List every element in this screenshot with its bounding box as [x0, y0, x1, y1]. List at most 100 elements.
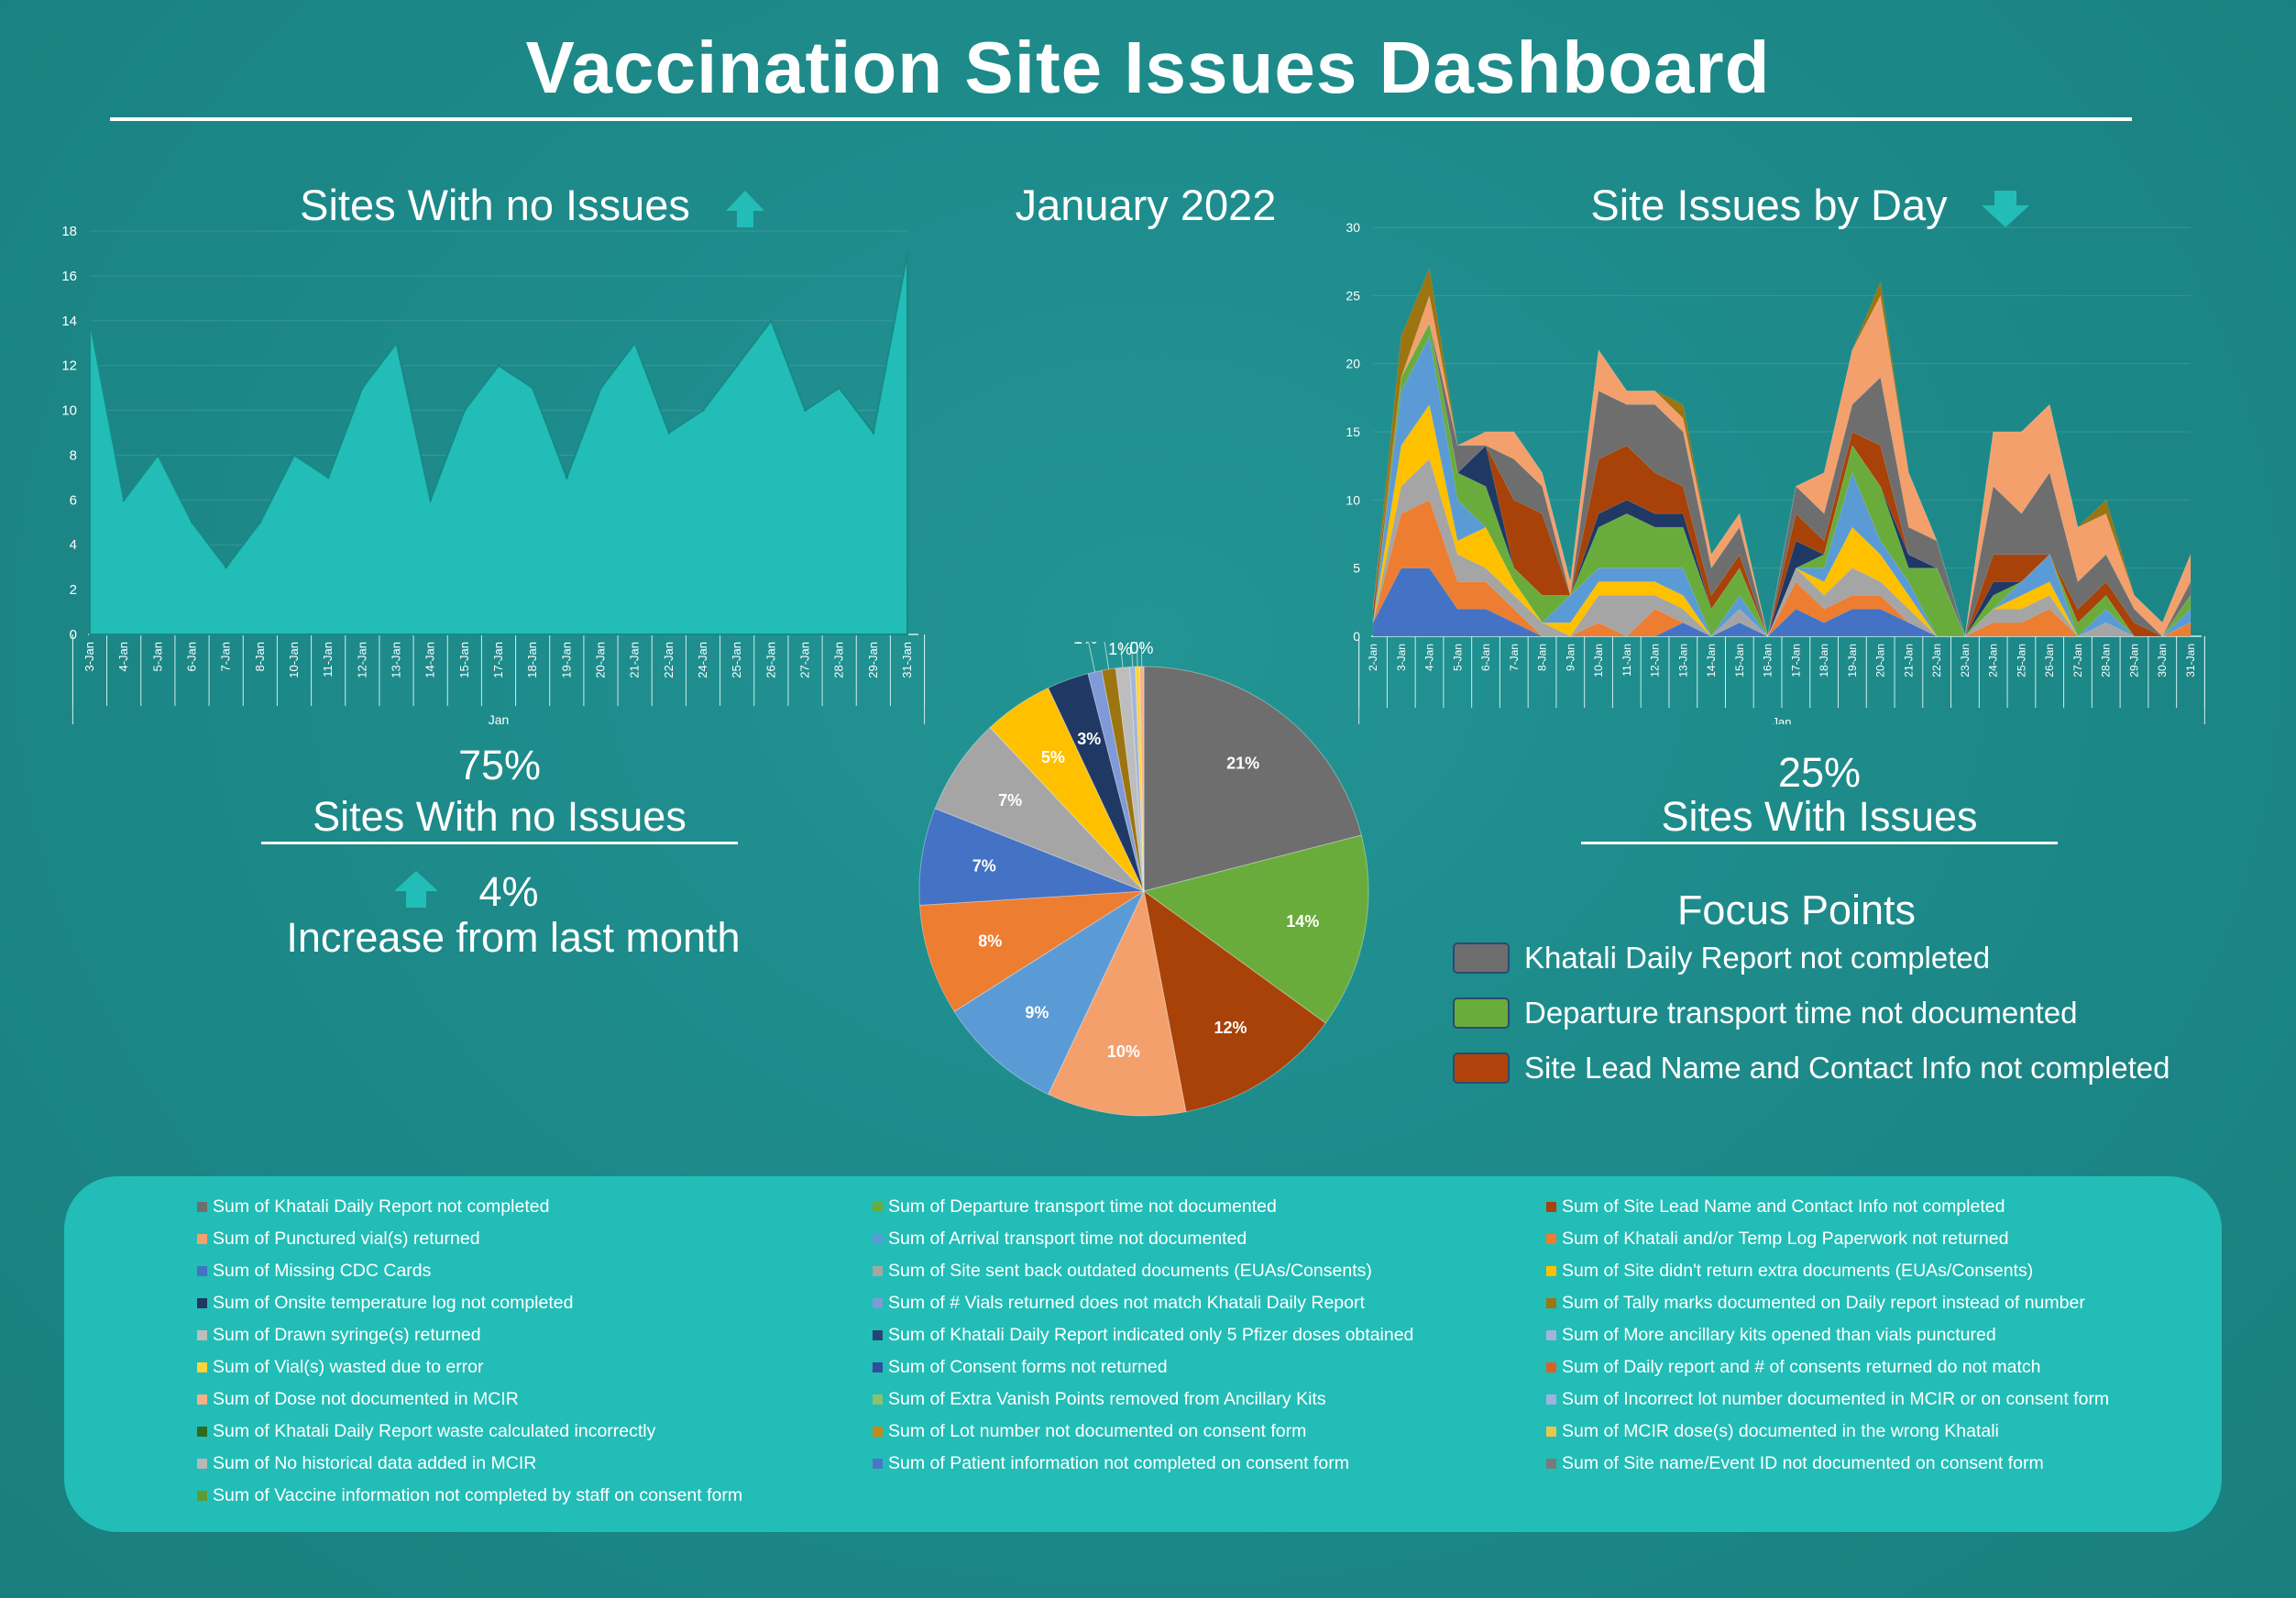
focus-points-title: Focus Points [1676, 887, 1917, 933]
x-tick-label: 22-Jan [662, 642, 676, 678]
x-tick-label: 29-Jan [2127, 644, 2140, 678]
pie-data-label: 1% [1108, 642, 1132, 658]
legend-label: Sum of Khatali Daily Report waste calcul… [213, 1421, 656, 1441]
data-point [292, 453, 296, 457]
legend-item: Sum of Vaccine information not completed… [197, 1485, 742, 1506]
x-tick-label: 15-Jan [457, 642, 471, 678]
x-tick-label: 21-Jan [628, 642, 642, 678]
x-tick-label: 23-Jan [1959, 644, 1972, 678]
x-tick-label: 24-Jan [696, 642, 709, 678]
legend-label: Sum of Daily report and # of consents re… [1562, 1357, 2041, 1377]
x-tick-label: 22-Jan [1930, 644, 1943, 678]
legend-label: Sum of Vial(s) wasted due to error [213, 1357, 484, 1377]
x-tick-label: 3-Jan [1395, 644, 1408, 671]
legend-item: Sum of Missing CDC Cards [197, 1261, 431, 1282]
pie-data-label: 7% [972, 856, 996, 875]
legend-item: Sum of No historical data added in MCIR [197, 1453, 536, 1474]
x-tick-label: 8-Jan [253, 642, 267, 672]
legend-swatch [1546, 1330, 1556, 1340]
data-point [88, 319, 92, 323]
pie-slice [1101, 667, 1145, 892]
x-tick-label: 20-Jan [1874, 644, 1887, 678]
data-point [497, 364, 500, 368]
legend-swatch [873, 1459, 883, 1469]
legend-label: Sum of Vaccine information not completed… [213, 1485, 743, 1505]
legend-label: Sum of Tally marks documented on Daily r… [1562, 1293, 2085, 1313]
legend-item: Sum of Drawn syringe(s) returned [197, 1325, 481, 1346]
x-tick-label: 28-Jan [832, 642, 846, 678]
left-chart-title: Sites With no Issues [300, 181, 690, 229]
focus-swatch [1453, 997, 1510, 1029]
dashboard-title: Vaccination Site Issues Dashboard [525, 27, 1771, 108]
data-point [667, 431, 671, 435]
y-tick-label: 25 [1346, 288, 1360, 303]
legend-item: Sum of Patient information not completed… [873, 1453, 1349, 1474]
x-tick-label: 25-Jan [2015, 644, 2027, 678]
x-tick-label: 4-Jan [1423, 644, 1436, 671]
x-tick-label: 17-Jan [1789, 644, 1802, 678]
legend-swatch [873, 1202, 883, 1212]
x-tick-label: 5-Jan [1451, 644, 1464, 671]
x-tick-label: 31-Jan [2184, 644, 2197, 678]
data-point [463, 409, 467, 413]
pie-slice [1048, 673, 1145, 892]
y-tick-label: 4 [70, 537, 77, 553]
legend-label: Sum of Incorrect lot number documented i… [1562, 1389, 2110, 1409]
legend-swatch [873, 1394, 883, 1405]
month-label: January 2022 [1015, 181, 1277, 229]
x-tick-label: 19-Jan [559, 642, 573, 678]
x-tick-label: 13-Jan [1676, 644, 1689, 678]
data-point [769, 319, 773, 323]
y-tick-label: 8 [70, 447, 77, 463]
data-point [326, 476, 330, 479]
pie-slice [1142, 834, 1369, 1024]
pie-slice [934, 726, 1145, 892]
x-tick-label: 20-Jan [594, 642, 608, 678]
x-tick-label: 7-Jan [219, 642, 233, 672]
pie-data-label: 10% [1107, 1042, 1140, 1061]
pie-leader-line [1104, 642, 1110, 670]
pie-slice [953, 889, 1146, 1096]
x-tick-label: 4-Jan [116, 642, 130, 672]
legend-label: Sum of Punctured vial(s) returned [213, 1229, 480, 1249]
legend-label: Sum of Patient information not completed… [888, 1453, 1349, 1473]
data-point [225, 566, 228, 569]
legend-swatch [197, 1394, 207, 1405]
legend-item: Sum of Dose not documented in MCIR [197, 1389, 519, 1410]
legend-swatch [197, 1202, 207, 1212]
legend-swatch [197, 1459, 207, 1469]
legend-swatch [873, 1427, 883, 1437]
issues-pie-chart: 21%14%12%10%9%8%7%7%5%3%1%1%1%0%0%0% [918, 642, 1369, 1117]
sites-no-issues-area-chart: 0246810121416183-Jan4-Jan5-Jan6-Jan7-Jan… [61, 224, 926, 724]
legend-label: Sum of Extra Vanish Points removed from … [888, 1389, 1326, 1409]
y-tick-label: 6 [70, 492, 77, 508]
data-point [565, 476, 568, 479]
kpi-no-issues-value: 75% [457, 742, 542, 788]
x-tick-label: 24-Jan [1987, 644, 2000, 678]
x-tick-label: 14-Jan [423, 642, 437, 678]
pie-leader-line [1119, 642, 1124, 668]
focus-point-item: Site Lead Name and Contact Info not comp… [1453, 1051, 2170, 1086]
legend-swatch [197, 1234, 207, 1244]
focus-swatch [1453, 1052, 1510, 1084]
data-point [838, 386, 841, 390]
x-tick-label: 29-Jan [866, 642, 880, 678]
legend-item: Sum of Incorrect lot number documented i… [1546, 1389, 2109, 1410]
pie-data-label: 0% [1129, 642, 1153, 657]
focus-point-label: Khatali Daily Report not completed [1524, 941, 1991, 975]
legend-item: Sum of Khatali Daily Report not complete… [197, 1196, 549, 1218]
x-tick-label: 6-Jan [185, 642, 199, 672]
legend-label: Sum of No historical data added in MCIR [213, 1453, 537, 1473]
legend-swatch [197, 1266, 207, 1276]
x-tick-label: 30-Jan [2156, 644, 2169, 678]
legend-item: Sum of MCIR dose(s) documented in the wr… [1546, 1421, 1999, 1442]
kpi-no-issues-rule [261, 842, 738, 844]
pie-slice [1129, 666, 1145, 892]
data-point [360, 386, 364, 390]
legend-item: Sum of Daily report and # of consents re… [1546, 1357, 2040, 1378]
kpi-issues-rule [1581, 842, 2058, 844]
pie-data-label: 14% [1286, 912, 1319, 931]
legend-item: Sum of Site sent back outdated documents… [873, 1261, 1372, 1282]
area-series-sites-no-issues [89, 253, 908, 635]
focus-point-item: Khatali Daily Report not completed [1453, 941, 1990, 975]
